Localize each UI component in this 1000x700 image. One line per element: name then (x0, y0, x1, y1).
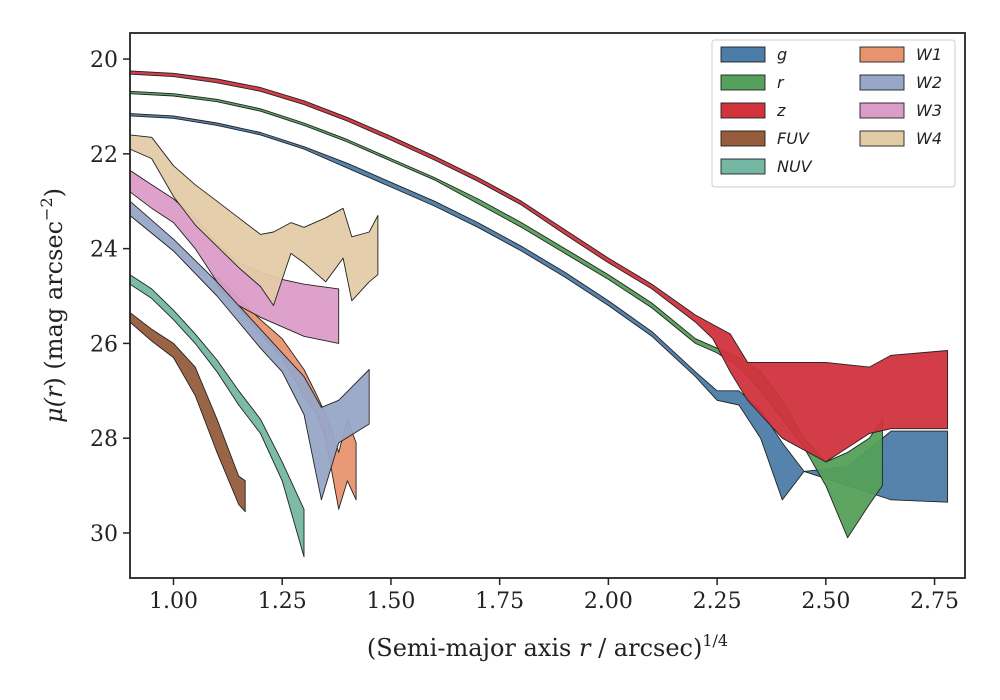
legend-swatch-g (720, 46, 766, 63)
y-tick-label: 26 (90, 332, 118, 357)
legend-swatch-fuv (720, 130, 766, 147)
legend-swatch-w1 (859, 46, 905, 63)
plot-frame (129, 32, 966, 579)
x-axis-label: (Semi-major axis r / arcsec)1/4 (367, 631, 728, 662)
series-area-fuv (130, 312, 246, 513)
y-tick-label: 20 (90, 48, 118, 73)
y-tick-label: 28 (90, 427, 118, 452)
legend-swatch-w2 (859, 74, 905, 91)
legend-label-z: z (776, 101, 786, 120)
legend-label-fuv: FUV (777, 129, 810, 148)
legend-entries: grz FUV NUV W1 W2 W3 W4 (720, 45, 942, 176)
x-tick-label: 1.50 (366, 589, 415, 614)
x-tick-label: 2.50 (801, 589, 850, 614)
y-axis-ticks: 20 22 24 26 28 30 (90, 48, 130, 547)
x-tick-label: 1.00 (149, 589, 198, 614)
legend-label-w4: W4 (916, 129, 942, 148)
y-tick-label: 24 (90, 238, 118, 263)
series-area-w4 (130, 134, 379, 306)
legend-label-g: g (777, 45, 787, 64)
x-tick-label: 2.75 (910, 589, 959, 614)
legend-swatch-nuv (720, 158, 766, 175)
series-area-g (130, 113, 949, 503)
series-area-nuv (130, 274, 305, 558)
legend-label-r: r (777, 73, 785, 92)
y-tick-label: 30 (90, 522, 118, 547)
x-tick-label: 2.00 (584, 589, 633, 614)
legend-label-w3: W3 (916, 101, 942, 120)
series-area-z (130, 70, 949, 463)
legend: grz FUV NUV W1 W2 W3 W4 (711, 39, 956, 188)
x-tick-label: 1.25 (258, 589, 307, 614)
x-axis-ticks: 1.00 1.25 1.50 1.75 2.00 2.25 2.50 2.75 (149, 578, 959, 614)
y-axis-label: μ(r) (mag arcsec−2) (37, 188, 68, 423)
y-tick-label: 22 (90, 143, 118, 168)
legend-swatch-r (720, 74, 766, 91)
legend-label-w2: W2 (916, 73, 942, 92)
legend-label-w1: W1 (916, 45, 942, 64)
x-tick-label: 2.25 (693, 589, 742, 614)
series-area-r (130, 90, 883, 539)
series-areas (130, 70, 949, 558)
x-tick-label: 1.75 (475, 589, 524, 614)
legend-swatch-w3 (859, 102, 905, 119)
legend-swatch-z (720, 102, 766, 119)
legend-swatch-w4 (859, 130, 905, 147)
series-area-w2 (130, 200, 370, 501)
legend-label-nuv: NUV (777, 157, 813, 176)
